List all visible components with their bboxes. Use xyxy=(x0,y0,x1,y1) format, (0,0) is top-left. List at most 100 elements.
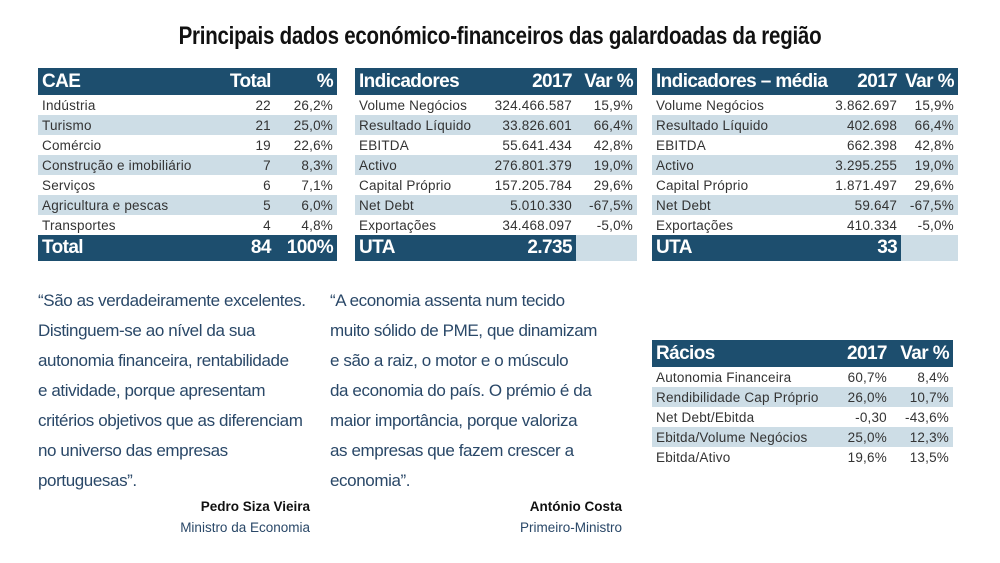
table-row: Autonomia Financeira 60,7% 8,4% xyxy=(652,367,953,387)
footer-cell: UTA xyxy=(652,235,832,261)
racios-table: Rácios 2017 Var % Autonomia Financeira 60,7%… xyxy=(652,340,953,467)
table-cell: 60,7% xyxy=(847,369,887,385)
table-row: Activo 3.295.255 19,0% xyxy=(652,155,958,175)
quote-line: as empresas que fazem crescer a xyxy=(330,441,574,460)
table-cell: Turismo xyxy=(38,115,219,135)
table-row: Capital Próprio 1.871.497 29,6% xyxy=(652,175,958,195)
table-cell: 59.647 xyxy=(831,195,902,215)
table-cell: 5 xyxy=(218,195,275,215)
table-row: Turismo 21 25,0% xyxy=(38,115,337,135)
quote-line: autonomia financeira, rentabilidade xyxy=(38,351,289,370)
table-cell: Resultado Líquido xyxy=(652,115,832,135)
cae-table: CAE Total% Indústria 22 26,2% Turismo 21 25,0% C… xyxy=(38,68,337,261)
footer-cell: UTA xyxy=(355,235,485,261)
table-cell: 4,8% xyxy=(301,217,333,233)
table-header-row: CAE Total% xyxy=(38,68,337,95)
table-cell: Volume Negócios xyxy=(359,97,468,113)
table-cell: 19,0% xyxy=(575,155,637,175)
table-cell: Net Debt/Ebitda xyxy=(656,409,755,425)
table-cell: Ebitda/Ativo xyxy=(656,449,731,465)
column-header: 2017 xyxy=(831,68,902,95)
column-header: 2017 xyxy=(484,68,576,95)
table-row: Net Debt 59.647 -67,5% xyxy=(652,195,958,215)
table-row: Rendibilidade Cap Próprio 26,0% 10,7% xyxy=(652,387,953,407)
footer-cell: Total xyxy=(38,235,219,261)
table-cell: Agricultura e pescas xyxy=(38,195,219,215)
table-header-row: Indicadores 2017 Var % xyxy=(355,68,637,95)
attribution-siza-vieira: Pedro Siza Vieira Ministro da Economia xyxy=(100,496,310,538)
table-cell: -67,5% xyxy=(575,195,637,215)
table-cell: 33.826.601 xyxy=(484,115,576,135)
table-cell: 8,4% xyxy=(917,369,949,385)
quote-author: Pedro Siza Vieira xyxy=(200,499,310,514)
quote-author: António Costa xyxy=(529,499,622,514)
table-cell: 3.295.255 xyxy=(831,155,902,175)
table-row: Transportes 4 4,8% xyxy=(38,215,337,235)
table-row: Agricultura e pescas 5 6,0% xyxy=(38,195,337,215)
table-cell: Volume Negócios xyxy=(656,97,765,113)
table-row: Exportações 410.334 -5,0% xyxy=(652,215,958,235)
attribution-antonio-costa: António Costa Primeiro-Ministro xyxy=(412,496,622,538)
table-cell: Net Debt xyxy=(355,195,485,215)
footer-cell: 2.735 xyxy=(484,235,576,261)
table-footer-row: UTA 2.735 xyxy=(355,235,637,261)
indicadores-media-table: Indicadores – média 2017 Var % Volume Negóc… xyxy=(652,68,958,261)
table-cell: 1.871.497 xyxy=(835,177,898,193)
table-cell: Activo xyxy=(652,155,832,175)
table-cell: EBITDA xyxy=(656,137,706,153)
table-cell: 410.334 xyxy=(846,217,898,233)
table-cell: 42,8% xyxy=(914,137,954,153)
indicadores-table: Indicadores 2017 Var % Volume Negócios 324.4… xyxy=(355,68,637,261)
footer-empty-cell xyxy=(575,235,637,261)
quote-line: maior importância, porque valoriza xyxy=(330,411,578,430)
table-cell: 22 xyxy=(255,97,271,113)
table-cell: -5,0% xyxy=(596,217,633,233)
table-cell: Indústria xyxy=(42,97,96,113)
table-row: Activo 276.801.379 19,0% xyxy=(355,155,637,175)
quote-line: muito sólido de PME, que dinamizam xyxy=(330,321,598,340)
table-cell: Construção e imobiliário xyxy=(38,155,219,175)
column-header: CAE xyxy=(38,68,219,95)
table-row: Resultado Líquido 33.826.601 66,4% xyxy=(355,115,637,135)
table-row: Net Debt/Ebitda -0,30 -43,6% xyxy=(652,407,953,427)
quote-antonio-costa: “A economia assenta num tecido muito sóli… xyxy=(330,286,610,496)
table-cell: 19,0% xyxy=(901,155,958,175)
table-row: Construção e imobiliário 7 8,3% xyxy=(38,155,337,175)
table-cell: Net Debt xyxy=(652,195,832,215)
table-cell: 29,6% xyxy=(593,177,633,193)
table-cell: 12,3% xyxy=(890,427,953,447)
table-cell: 5.010.330 xyxy=(484,195,576,215)
quote-line: no universo das empresas xyxy=(38,441,228,460)
table-cell: 324.466.587 xyxy=(494,97,572,113)
table-cell: 55.641.434 xyxy=(502,137,572,153)
table-cell: 25,0% xyxy=(838,427,891,447)
column-header: Var % xyxy=(575,68,637,95)
table-row: Net Debt 5.010.330 -67,5% xyxy=(355,195,637,215)
table-cell: 6 xyxy=(263,177,271,193)
table-row: Capital Próprio 157.205.784 29,6% xyxy=(355,175,637,195)
table-cell: Comércio xyxy=(42,137,102,153)
table-footer-row: UTA 33 xyxy=(652,235,958,261)
table-cell: 21 xyxy=(218,115,275,135)
table-cell: 19,6% xyxy=(847,449,887,465)
table-cell: Resultado Líquido xyxy=(355,115,485,135)
table-row: EBITDA 55.641.434 42,8% xyxy=(355,135,637,155)
quote-line: e são a raiz, o motor e o músculo xyxy=(330,351,569,370)
table-cell: Exportações xyxy=(656,217,734,233)
table-cell: 7 xyxy=(218,155,275,175)
footer-cell: 84 xyxy=(218,235,275,261)
table-cell: 10,7% xyxy=(890,387,953,407)
table-cell: Exportações xyxy=(359,217,437,233)
table-cell: 25,0% xyxy=(274,115,337,135)
table-cell: 66,4% xyxy=(575,115,637,135)
footer-empty-cell xyxy=(901,235,958,261)
table-cell: EBITDA xyxy=(359,137,409,153)
column-header: Rácios xyxy=(652,340,839,367)
page-title: Principais dados económico-financeiros d… xyxy=(178,22,822,50)
table-cell: 15,9% xyxy=(593,97,633,113)
table-cell: Capital Próprio xyxy=(359,177,452,193)
table-cell: 402.698 xyxy=(831,115,902,135)
column-header: 2017 xyxy=(838,340,891,367)
table-cell: 276.801.379 xyxy=(484,155,576,175)
table-cell: 66,4% xyxy=(901,115,958,135)
